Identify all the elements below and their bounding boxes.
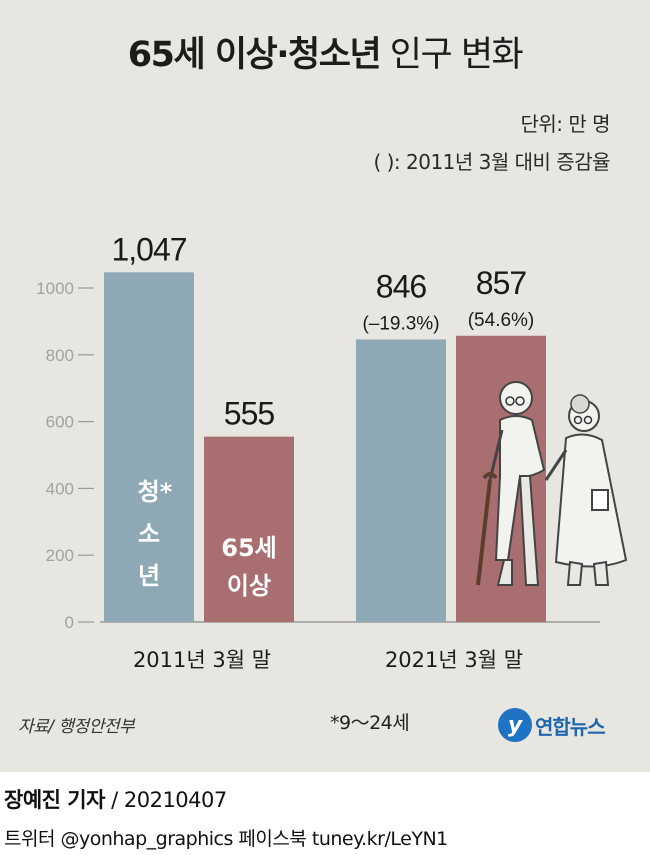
- value-label: 1,047: [111, 231, 186, 267]
- bar: [104, 272, 194, 622]
- y-tick-label: 200: [46, 546, 74, 565]
- reporter-line: 장예진 기자 / 20210407: [4, 784, 227, 814]
- inside-label: 65세: [221, 534, 276, 562]
- yonhap-logo: y 연합뉴스: [498, 702, 606, 748]
- value-label: 555: [224, 396, 275, 432]
- inside-label: 청*: [138, 478, 173, 506]
- category-label: 2011년 3월 말: [133, 648, 271, 672]
- title-light: 인구 변화: [389, 35, 524, 75]
- value-label: 846: [376, 268, 427, 304]
- social-line: 트위터 @yonhap_graphics 페이스북 tuney.kr/LeYN1: [4, 828, 448, 850]
- bar-chart: 0 200 400 600 800 1000 2011년 3월 말 1,047 555 2021…: [36, 231, 628, 672]
- change-note: ( ): 2011년 3월 대비 증감율: [373, 150, 610, 174]
- bar: [356, 339, 446, 622]
- bar: [204, 436, 294, 622]
- age-footnote: *9～24세: [330, 712, 410, 734]
- yonhap-logo-mark: y: [498, 708, 532, 742]
- change-label: (–19.3%): [362, 313, 439, 334]
- y-tick-label: 1000: [36, 279, 74, 298]
- source-note: 자료/ 행정안전부: [18, 717, 135, 737]
- infographic-card: 65세 이상·청소년 인구 변화 단위: 만 명 ( ): 2011년 3월 대…: [0, 0, 650, 772]
- y-tick-label: 0: [65, 613, 74, 632]
- unit-note: 단위: 만 명: [520, 112, 610, 136]
- y-tick-label: 600: [46, 413, 74, 432]
- inside-label: 이상: [227, 572, 271, 600]
- category-label: 2021년 3월 말: [385, 648, 523, 672]
- y-tick-label: 800: [46, 346, 74, 365]
- elderly-couple-illustration: [476, 381, 628, 586]
- value-label: 857: [476, 265, 527, 301]
- inside-label: 소: [138, 520, 160, 548]
- reporter-name: 장예진 기자: [4, 788, 105, 812]
- reporter-date: / 20210407: [111, 788, 227, 812]
- change-label: (54.6%): [468, 310, 535, 331]
- chart-title: 65세 이상·청소년 인구 변화: [0, 26, 650, 77]
- title-bold: 65세 이상·청소년: [127, 35, 382, 75]
- y-tick-label: 400: [46, 479, 74, 498]
- yonhap-logo-text: 연합뉴스: [535, 714, 606, 739]
- inside-label: 년: [138, 562, 160, 590]
